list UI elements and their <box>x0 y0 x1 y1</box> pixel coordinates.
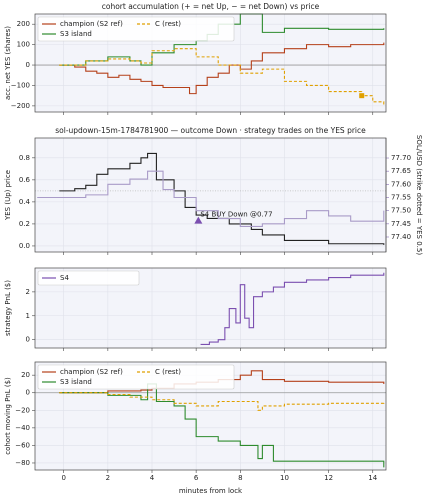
y-tick-label: −200 <box>11 102 30 110</box>
chart-title: cohort accumulation (+ = net Up, − = net… <box>102 2 320 11</box>
legend-box <box>37 16 235 42</box>
legend-label: champion (S2 ref) <box>60 20 123 28</box>
y-tick-label: −60 <box>15 441 30 449</box>
x-tick-label: 6 <box>194 474 199 482</box>
y2-tick-label: 77.40 <box>391 233 411 241</box>
y-tick-label: 0.0 <box>19 242 30 250</box>
y-tick-label: 0.2 <box>19 220 30 228</box>
x-tick-label: 14 <box>368 474 377 482</box>
y-tick-label: 0.8 <box>19 154 30 162</box>
y-tick-label: 0 <box>26 61 30 69</box>
y-label: YES (Up) price <box>4 170 12 221</box>
legend-label: C (rest) <box>155 20 181 28</box>
x-tick-label: 8 <box>238 474 242 482</box>
series-line <box>59 42 385 95</box>
legend-label: S3 island <box>60 30 92 38</box>
trade-marker <box>194 216 203 224</box>
series-line <box>37 170 385 228</box>
y-label: strategy PnL ($) <box>4 280 12 336</box>
y-tick-label: 0 <box>26 389 30 397</box>
plot-frame <box>34 267 387 349</box>
y-tick-label: 0.6 <box>19 176 31 184</box>
plot-frame <box>34 13 387 113</box>
x-label: minutes from lock <box>179 487 243 495</box>
plot-frame <box>34 361 387 471</box>
y-tick-label: 1 <box>26 312 30 320</box>
series-line <box>59 392 385 411</box>
y-tick-label: 2 <box>26 288 30 296</box>
legend-label: C (rest) <box>155 368 181 376</box>
y-tick-label: 0 <box>26 336 30 344</box>
x-tick-label: 12 <box>324 474 333 482</box>
y-tick-label: −40 <box>15 424 30 432</box>
series-line <box>59 48 385 106</box>
legend-label: S3 island <box>60 378 92 386</box>
x-tick-label: 2 <box>106 474 110 482</box>
legend-label: champion (S2 ref) <box>60 368 123 376</box>
y-tick-label: 200 <box>17 20 30 28</box>
x-tick-label: 10 <box>280 474 289 482</box>
y2-tick-label: 77.60 <box>391 180 411 188</box>
legend-box <box>37 270 140 286</box>
y2-tick-label: 77.45 <box>391 220 411 228</box>
y-tick-label: 0.4 <box>19 198 31 206</box>
legend-label: S4 <box>60 274 69 282</box>
marker <box>359 93 365 99</box>
plot-frame <box>34 137 387 253</box>
y-label: acc. net YES (shares) <box>4 26 12 100</box>
y-label: cohort moving PnL ($) <box>4 377 12 455</box>
y-tick-label: 100 <box>17 41 30 49</box>
y-tick-label: −20 <box>15 406 30 414</box>
y2-tick-label: 77.70 <box>391 154 411 162</box>
chart-title: sol-updown-15m-1784781900 — outcome Down… <box>55 126 366 135</box>
series-line <box>200 272 385 345</box>
y2-tick-label: 77.65 <box>391 167 411 175</box>
x-tick-label: 4 <box>150 474 155 482</box>
legend-box <box>37 364 235 390</box>
trade-annotation: S4 BUY Down @0.77 <box>200 211 272 219</box>
y2-label: SOL/USD (strike dotted = YES 0.5) <box>415 135 423 255</box>
y-tick-label: −100 <box>11 81 30 89</box>
x-tick-label: 0 <box>61 474 65 482</box>
y2-tick-label: 77.50 <box>391 207 411 215</box>
y2-tick-label: 77.55 <box>391 194 411 202</box>
y-tick-label: 20 <box>21 371 30 379</box>
y-tick-label: −80 <box>15 459 30 467</box>
series-line <box>59 383 385 468</box>
